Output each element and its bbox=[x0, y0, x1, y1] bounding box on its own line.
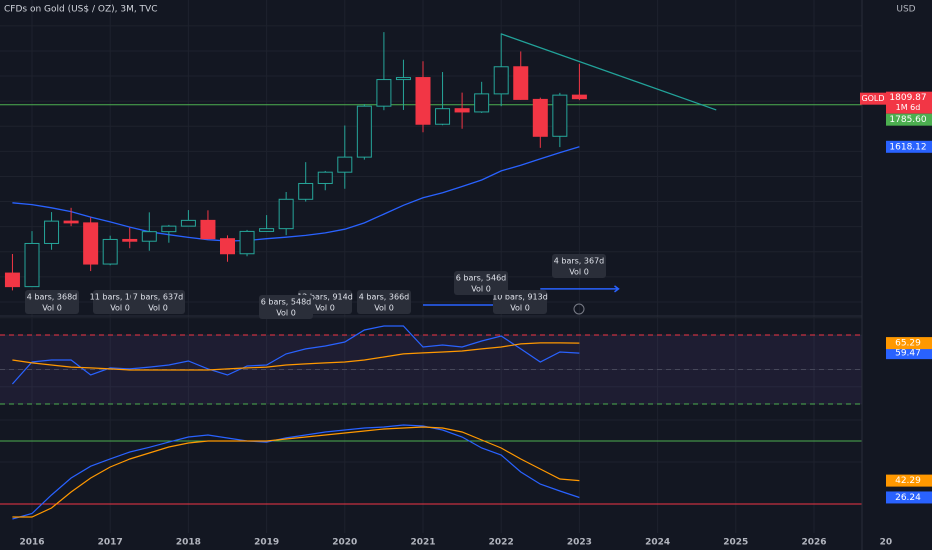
annotation-box bbox=[454, 271, 508, 295]
time-axis: 2016 2017 2018 2019 2020 2021 2022 2023 2024 2025… bbox=[19, 538, 905, 548]
candle-body bbox=[415, 77, 431, 125]
annotation-box bbox=[493, 290, 547, 314]
candle-body bbox=[317, 171, 333, 184]
trend-line bbox=[500, 33, 717, 111]
annotation-vol: Vol 0 bbox=[471, 285, 491, 294]
annotation-text: 4 bars, 367d bbox=[554, 257, 605, 266]
candle-body bbox=[278, 198, 294, 230]
last-price-label: 1809.87 bbox=[889, 93, 926, 103]
candle-body bbox=[571, 94, 587, 100]
x-tick-label: 2025 bbox=[723, 538, 748, 548]
price-axis: 1000.001100.001200.001300.001400.001500.… bbox=[860, 0, 932, 550]
candle-body bbox=[102, 238, 118, 265]
x-tick-label: 2018 bbox=[176, 538, 201, 548]
indicator-line bbox=[12, 424, 580, 520]
indicator-value-bg bbox=[886, 474, 932, 487]
ma-price-label: 1618.12 bbox=[889, 142, 926, 152]
indicator-value-bg bbox=[886, 491, 932, 504]
candle-body bbox=[376, 79, 392, 107]
candle-body bbox=[474, 93, 490, 113]
annotation-vol: Vol 0 bbox=[569, 268, 589, 277]
x-tick-label: 2021 bbox=[410, 538, 435, 548]
annotation-box bbox=[552, 254, 606, 278]
currency-label: USD bbox=[896, 5, 915, 15]
annotation-box bbox=[25, 290, 79, 314]
annotation-box bbox=[259, 295, 313, 319]
annotation-vol: Vol 0 bbox=[374, 304, 394, 313]
candle-body bbox=[395, 77, 411, 81]
annotation-text: 4 bars, 366d bbox=[359, 293, 410, 302]
candle-body bbox=[259, 228, 275, 232]
candle-body bbox=[83, 222, 99, 265]
symbol-tag-bg bbox=[860, 92, 886, 105]
annotation-vol: Vol 0 bbox=[148, 304, 168, 313]
hline-price-label: 1785.60 bbox=[889, 115, 926, 125]
indicator-value-bg bbox=[886, 347, 932, 360]
indicator-value-label: 42.29 bbox=[895, 476, 921, 486]
annotation-text: 10 bars, 913d bbox=[492, 293, 548, 302]
x-tick-label: 2022 bbox=[489, 538, 514, 548]
indicator-value-bg bbox=[886, 337, 932, 350]
annotation-text: 12 bars, 914d bbox=[297, 293, 353, 302]
annotation-box bbox=[357, 290, 411, 314]
candle-body bbox=[4, 272, 20, 288]
x-tick-label: 2016 bbox=[19, 538, 44, 548]
annotation-vol: Vol 0 bbox=[276, 309, 296, 318]
annotation-vol: Vol 0 bbox=[315, 304, 335, 313]
ma-price-bg bbox=[886, 140, 932, 153]
alert-icon bbox=[573, 303, 585, 315]
candle-body bbox=[337, 156, 353, 173]
indicator-value-label: 59.47 bbox=[895, 349, 921, 359]
x-tick-label: 2027 bbox=[880, 538, 905, 548]
candle-body bbox=[532, 98, 548, 137]
x-tick-label: 2019 bbox=[254, 538, 279, 548]
indicator-value-label: 26.24 bbox=[895, 493, 921, 503]
x-tick-label: 2020 bbox=[332, 538, 357, 548]
candle-body bbox=[239, 230, 255, 255]
x-tick-label: 2023 bbox=[567, 538, 592, 548]
annotation-vol: Vol 0 bbox=[42, 304, 62, 313]
chart-title: CFDs on Gold (US$ / OZ), 3M, TVC bbox=[4, 5, 158, 15]
annotation-text: 7 bars, 637d bbox=[133, 293, 184, 302]
candle-body bbox=[141, 231, 157, 242]
x-tick-label: 2024 bbox=[645, 538, 670, 548]
candle-body bbox=[180, 219, 196, 227]
hline-price-bg bbox=[886, 113, 932, 126]
annotation-text: 6 bars, 546d bbox=[456, 274, 507, 283]
indicator-line bbox=[12, 426, 580, 518]
candle-body bbox=[200, 219, 216, 240]
candle-body bbox=[298, 182, 314, 200]
candle-body bbox=[24, 242, 40, 288]
annotation-vol: Vol 0 bbox=[110, 304, 130, 313]
candle-body bbox=[122, 238, 138, 242]
date-range-arrow bbox=[614, 285, 620, 293]
candle-body bbox=[552, 94, 568, 137]
candle-body bbox=[493, 66, 509, 95]
axis-background bbox=[862, 0, 932, 533]
candle-body bbox=[161, 225, 177, 233]
symbol-tag: GOLD bbox=[861, 94, 884, 103]
indicator-line bbox=[12, 342, 580, 371]
candle-body bbox=[63, 220, 79, 224]
indicator-value-label: 65.29 bbox=[895, 339, 921, 349]
annotation-box bbox=[131, 290, 185, 314]
x-tick-label: 2017 bbox=[98, 538, 123, 548]
x-tick-label: 2026 bbox=[801, 538, 826, 548]
annotation-vol: Vol 0 bbox=[510, 304, 530, 313]
candle-body bbox=[44, 220, 60, 244]
last-price-bg bbox=[886, 91, 932, 114]
annotation-text: 11 bars, 1005d bbox=[90, 293, 151, 302]
candle-body bbox=[435, 108, 451, 125]
countdown-label: 1M 6d bbox=[896, 103, 921, 112]
annotation-text: 4 bars, 368d bbox=[27, 293, 78, 302]
annotation-text: 6 bars, 548d bbox=[261, 298, 312, 307]
candle-body bbox=[220, 238, 235, 255]
candle-body bbox=[513, 66, 529, 100]
moving-average-line bbox=[12, 146, 580, 242]
candle-body bbox=[454, 108, 470, 113]
candle-body bbox=[356, 105, 372, 158]
